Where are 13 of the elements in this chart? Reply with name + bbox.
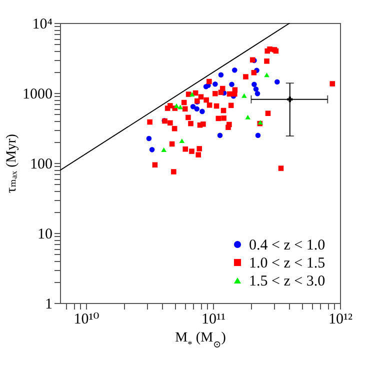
x-tick-label: 10¹² bbox=[328, 312, 353, 328]
y-tick-label: 1000 bbox=[22, 86, 52, 102]
y-tick-label: 100 bbox=[30, 156, 52, 172]
y-axis-title: τₘₐₓ (Myr) bbox=[4, 134, 20, 194]
x-axis-title: M$_{*}$ (M$_{⊙}$) bbox=[175, 330, 226, 350]
y-tick-label: 10 bbox=[38, 226, 52, 242]
y-tick-label: 1 bbox=[45, 296, 52, 312]
x-tick-label: 10¹¹ bbox=[202, 312, 226, 328]
legend-label: 1.0 < z < 1.5 bbox=[249, 256, 326, 272]
legend-label: 0.4 < z < 1.0 bbox=[249, 238, 326, 254]
x-tick-label: 10¹⁰ bbox=[74, 312, 100, 328]
y-tick-label: 10⁴ bbox=[32, 16, 52, 32]
legend-label: 1.5 < z < 3.0 bbox=[249, 274, 326, 290]
